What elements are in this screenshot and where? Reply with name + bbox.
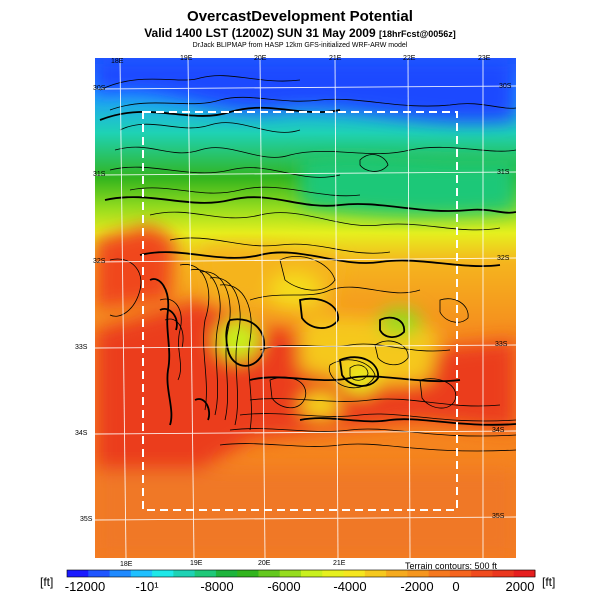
colorbar-swatch: [492, 570, 515, 577]
colorbar-unit-left: [ft]: [40, 575, 54, 589]
model-credit: DrJack BLIPMAP from HASP 12km GFS-initia…: [192, 42, 408, 49]
lat-right-label: 32S: [497, 255, 510, 262]
terrain-contours: [99, 75, 516, 452]
colorbar-swatch: [109, 570, 132, 577]
terrain-note: Terrain contours: 500 ft: [405, 561, 498, 571]
colorbar-swatch: [152, 570, 174, 577]
colorbar-label: -4000: [333, 579, 367, 594]
colorbar-swatch: [258, 570, 281, 577]
colorbar: [66, 569, 536, 578]
lat-left-label: 32S: [93, 258, 106, 265]
colorbar-swatch: [237, 570, 259, 577]
lat-right-label: 34S: [492, 427, 505, 434]
colorbar-swatch: [279, 570, 302, 577]
colorbar-swatch: [301, 570, 323, 577]
lon-bottom-label: 20E: [258, 560, 271, 567]
colorbar-swatch: [130, 570, 153, 577]
forecast-tag: [18hrFcst@0056z]: [378, 29, 456, 39]
colorbar-swatch: [194, 570, 217, 577]
colorbar-swatch: [88, 570, 111, 577]
colorbar-swatch: [513, 570, 536, 577]
lat-right-label: 31S: [497, 169, 510, 176]
lon-top-label: 19E: [180, 55, 193, 62]
lat-left-label: 33S: [75, 344, 88, 351]
overcast-contours: [99, 106, 516, 426]
colorbar-swatch: [364, 570, 387, 577]
colorbar-swatch: [428, 570, 451, 577]
colorbar-swatch: [67, 570, 89, 577]
lon-bottom-label: 19E: [190, 560, 203, 567]
lon-top-label: 20E: [254, 55, 267, 62]
colorbar-label: 2000: [505, 579, 535, 594]
colorbar-unit-right: [ft]: [542, 575, 556, 589]
lat-left-label: 30S: [93, 85, 106, 92]
colorbar-swatch: [471, 570, 493, 577]
colorbar-label: -10¹: [135, 579, 159, 594]
map-title: OvercastDevelopment Potential: [187, 8, 413, 25]
colorbar-swatch: [343, 570, 366, 577]
lon-top-label: 18E: [111, 58, 124, 65]
lat-right-label: 30S: [499, 83, 512, 90]
lon-bottom-label: 18E: [120, 561, 133, 568]
map-subtitle: Valid 1400 LST (1200Z) SUN 31 May 2009 […: [0, 26, 600, 40]
colorbar-swatch: [449, 570, 472, 577]
lon-top-label: 22E: [403, 55, 416, 62]
colorbar-swatch: [322, 570, 345, 577]
lat-right-label: 33S: [495, 341, 508, 348]
colorbar-label: 0: [452, 579, 460, 594]
colorbar-label: -6000: [267, 579, 301, 594]
lat-left-label: 35S: [80, 516, 93, 523]
colorbar-swatches: [67, 570, 536, 577]
overcast-field: [95, 58, 516, 558]
colorbar-swatch: [215, 570, 238, 577]
colorbar-label: -8000: [200, 579, 234, 594]
lat-left-label: 31S: [93, 171, 106, 178]
colorbar-label: -12000: [64, 579, 106, 594]
colorbar-swatch: [386, 570, 408, 577]
lat-right-label: 35S: [492, 513, 505, 520]
latlon-grid: [95, 58, 516, 558]
valid-time: Valid 1400 LST (1200Z) SUN 31 May 2009: [144, 26, 376, 40]
lat-left-label: 34S: [75, 430, 88, 437]
lon-top-label: 21E: [329, 55, 342, 62]
lon-bottom-label: 21E: [333, 560, 346, 567]
inner-domain-box: [142, 111, 458, 511]
colorbar-swatch: [407, 570, 430, 577]
lon-top-label: 23E: [478, 55, 491, 62]
colorbar-label: -2000: [400, 579, 434, 594]
colorbar-swatch: [173, 570, 196, 577]
